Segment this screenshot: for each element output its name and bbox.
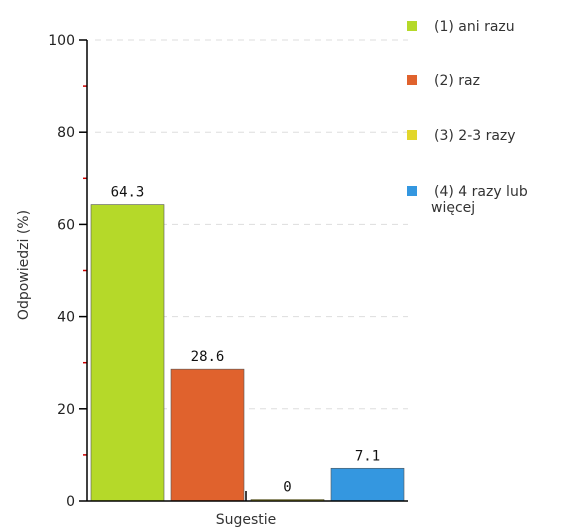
y-axis-ticks: 0 20 40 60 80 100 <box>48 33 87 510</box>
gridlines <box>95 39 408 410</box>
x-axis-title: Sugestie <box>216 512 277 528</box>
y-tick-label: 0 <box>66 494 75 510</box>
data-label: 64.3 <box>111 185 145 201</box>
bar <box>330 467 405 502</box>
y-tick-label: 60 <box>57 217 75 233</box>
y-axis-title: Odpowiedzi (%) <box>16 210 32 320</box>
legend-swatch <box>407 21 417 31</box>
data-label: 0 <box>283 480 291 496</box>
legend-swatch <box>407 186 417 196</box>
y-tick-label: 40 <box>57 310 75 326</box>
bar <box>90 204 165 502</box>
legend-swatch <box>407 130 417 140</box>
legend: (1) ani razu (2) raz (3) 2-3 razy (4) 4 raz… <box>407 19 528 216</box>
bar <box>170 368 245 502</box>
data-labels: 64.3 28.6 0 7.1 <box>111 185 381 496</box>
y-tick-label: 20 <box>57 402 75 418</box>
y-tick-label: 80 <box>57 125 75 141</box>
legend-label: (1) ani razu <box>434 19 515 35</box>
data-label: 7.1 <box>355 448 380 464</box>
data-label: 28.6 <box>191 349 225 365</box>
legend-swatch <box>407 75 417 85</box>
legend-label: (3) 2-3 razy <box>434 128 516 144</box>
legend-label: (4) 4 razy lub więcej <box>431 184 528 216</box>
legend-label: (2) raz <box>434 73 480 89</box>
y-tick-label: 100 <box>48 33 75 49</box>
